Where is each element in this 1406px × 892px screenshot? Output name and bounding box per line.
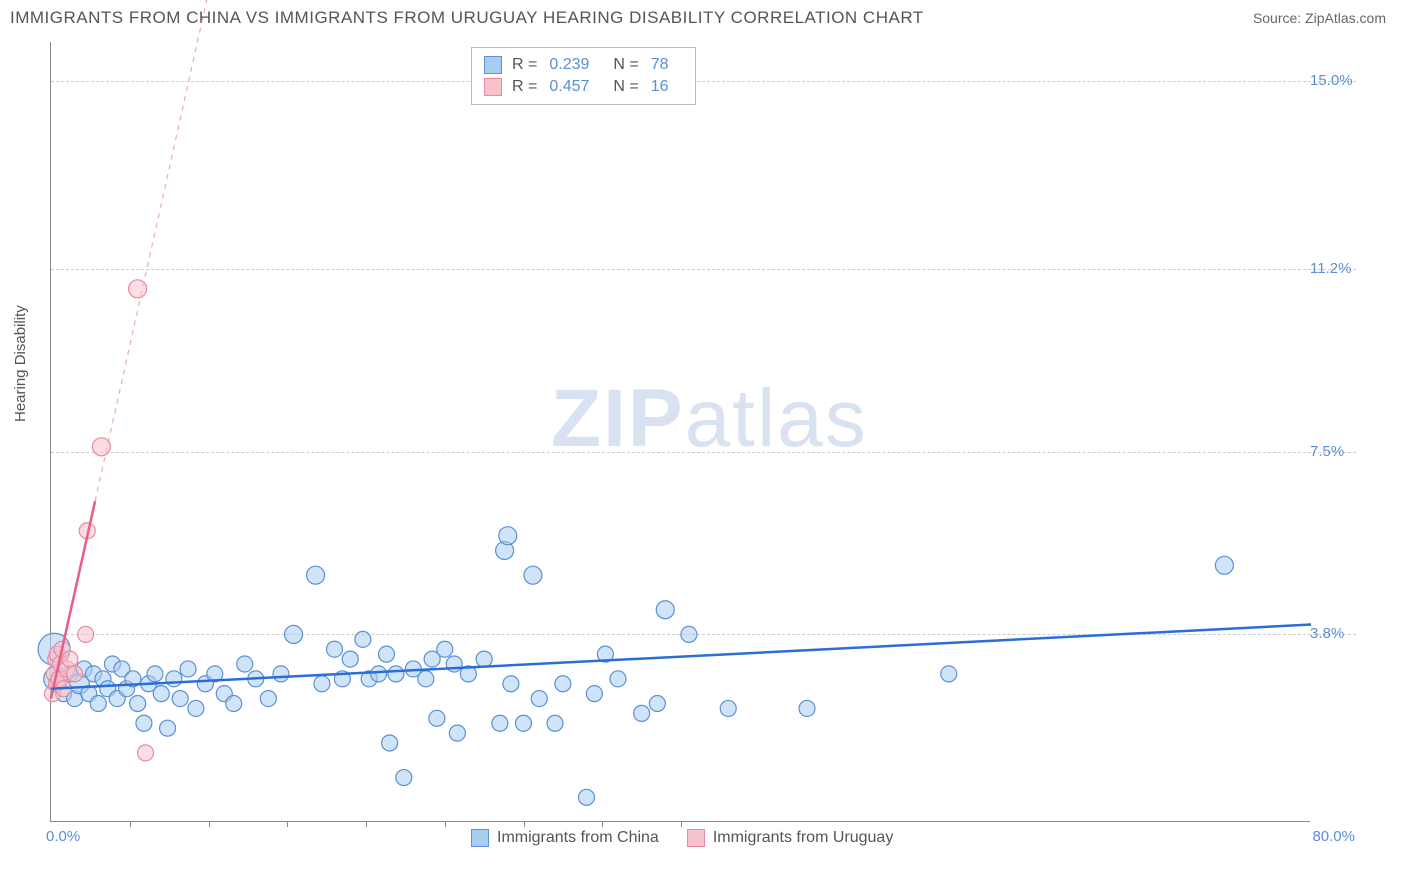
x-axis-min-label: 0.0% [46, 828, 80, 845]
data-point [396, 770, 412, 786]
data-point [449, 725, 465, 741]
data-point [180, 661, 196, 677]
data-point [579, 789, 595, 805]
data-point [147, 666, 163, 682]
data-point [378, 646, 394, 662]
stat-n-value: 16 [651, 78, 669, 96]
data-point [681, 626, 697, 642]
data-point [314, 676, 330, 692]
stat-r-value: 0.457 [549, 78, 589, 96]
series-label: Immigrants from Uruguay [713, 829, 894, 847]
data-point [1215, 556, 1233, 574]
stat-n-value: 78 [651, 56, 669, 74]
data-point [160, 720, 176, 736]
data-point [547, 715, 563, 731]
data-point [307, 566, 325, 584]
data-point [371, 666, 387, 682]
stat-n-label: N = [613, 78, 638, 96]
data-point [524, 566, 542, 584]
data-point [153, 686, 169, 702]
data-point [136, 715, 152, 731]
chart-title: IMMIGRANTS FROM CHINA VS IMMIGRANTS FROM… [10, 8, 924, 28]
data-point [941, 666, 957, 682]
data-point [90, 696, 106, 712]
y-tick-label: 15.0% [1310, 72, 1360, 89]
data-point [67, 666, 83, 682]
data-point [503, 676, 519, 692]
stat-r-label: R = [512, 78, 537, 96]
stats-legend-row: R = 0.239 N = 78 [484, 54, 683, 76]
data-point [586, 686, 602, 702]
y-axis-label: Hearing Disability [12, 305, 29, 422]
series-legend-item: Immigrants from Uruguay [687, 829, 894, 847]
plot-area: ZIPatlas 3.8%7.5%11.2%15.0% R =0.239N =7… [50, 42, 1310, 822]
data-point [382, 735, 398, 751]
data-point [188, 700, 204, 716]
data-point [342, 651, 358, 667]
data-point [78, 626, 94, 642]
y-tick-label: 11.2% [1310, 260, 1360, 277]
y-tick-label: 7.5% [1310, 443, 1360, 460]
data-point [388, 666, 404, 682]
data-point [355, 631, 371, 647]
stat-r-value: 0.239 [549, 56, 589, 74]
chart-header: IMMIGRANTS FROM CHINA VS IMMIGRANTS FROM… [0, 0, 1406, 32]
series-label: Immigrants from China [497, 829, 659, 847]
x-axis-max-label: 80.0% [1312, 828, 1355, 845]
scatter-svg [51, 42, 1311, 822]
data-point [226, 696, 242, 712]
data-point [516, 715, 532, 731]
stats-legend-row: R = 0.457 N = 16 [484, 76, 683, 98]
data-point [237, 656, 253, 672]
data-point [492, 715, 508, 731]
data-point [62, 651, 78, 667]
data-point [129, 280, 147, 298]
data-point [166, 671, 182, 687]
data-point [92, 438, 110, 456]
trend-line [95, 0, 397, 501]
series-legend: Immigrants from China Immigrants from Uru… [471, 829, 893, 847]
data-point [649, 696, 665, 712]
legend-swatch [687, 829, 705, 847]
data-point [429, 710, 445, 726]
data-point [285, 625, 303, 643]
data-point [418, 671, 434, 687]
chart-container: Hearing Disability ZIPatlas 3.8%7.5%11.2… [50, 42, 1370, 852]
data-point [138, 745, 154, 761]
series-legend-item: Immigrants from China [471, 829, 659, 847]
legend-swatch [484, 78, 502, 96]
source-attribution: Source: ZipAtlas.com [1253, 10, 1386, 26]
data-point [610, 671, 626, 687]
data-point [531, 691, 547, 707]
stat-r-label: R = [512, 56, 537, 74]
data-point [130, 696, 146, 712]
y-tick-label: 3.8% [1310, 625, 1360, 642]
stats-legend-box: R = 0.239 N = 78 R = 0.457 N = 16 [471, 47, 696, 105]
data-point [327, 641, 343, 657]
legend-swatch [484, 56, 502, 74]
data-point [476, 651, 492, 667]
data-point [437, 641, 453, 657]
data-point [499, 527, 517, 545]
data-point [273, 666, 289, 682]
data-point [634, 705, 650, 721]
data-point [172, 691, 188, 707]
data-point [656, 601, 674, 619]
data-point [720, 700, 736, 716]
data-point [799, 700, 815, 716]
legend-swatch [471, 829, 489, 847]
data-point [260, 691, 276, 707]
data-point [555, 676, 571, 692]
stat-n-label: N = [613, 56, 638, 74]
